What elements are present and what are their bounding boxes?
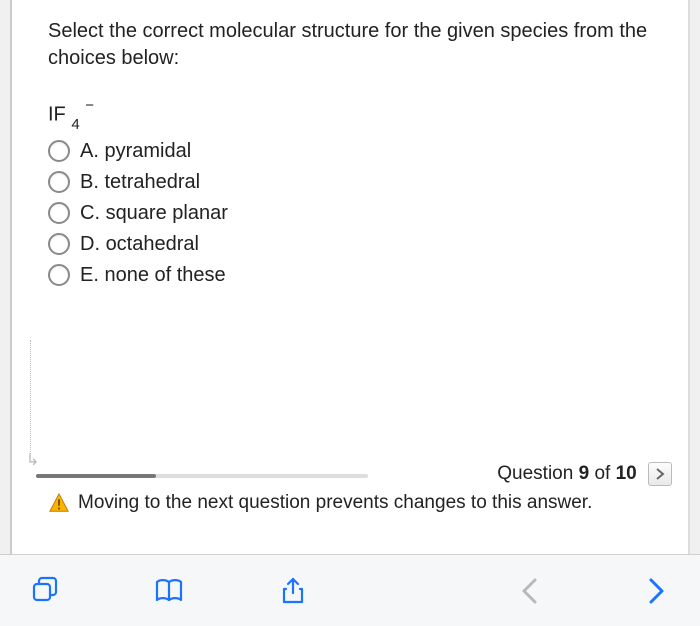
question-footer: Question 9 of 10 Moving to the next ques… <box>48 462 672 514</box>
option-label: B. tetrahedral <box>80 171 200 194</box>
margin-arrow-icon: ↳ <box>26 450 39 470</box>
option-label: D. octahedral <box>80 233 199 256</box>
scrollbar-thumb[interactable] <box>36 474 156 478</box>
counter-current: 9 <box>579 463 590 484</box>
counter-middle: of <box>589 463 615 484</box>
option-a[interactable]: A. pyramidal <box>48 140 664 163</box>
radio-icon[interactable] <box>48 140 70 162</box>
counter-prefix: Question <box>497 463 578 484</box>
share-icon[interactable] <box>276 574 310 608</box>
option-label: C. square planar <box>80 202 228 225</box>
radio-icon[interactable] <box>48 264 70 286</box>
back-icon[interactable] <box>514 574 548 608</box>
tabs-icon[interactable] <box>28 574 62 608</box>
counter-total: 10 <box>616 463 637 484</box>
option-text: tetrahedral <box>104 171 200 193</box>
option-c[interactable]: C. square planar <box>48 202 664 225</box>
warning-text: Moving to the next question prevents cha… <box>78 492 592 514</box>
option-text: octahedral <box>106 233 199 255</box>
horizontal-scrollbar[interactable] <box>36 474 368 478</box>
species-superscript: − <box>85 97 94 114</box>
option-d[interactable]: D. octahedral <box>48 233 664 256</box>
option-letter: C. <box>80 202 100 224</box>
radio-icon[interactable] <box>48 233 70 255</box>
question-panel: Select the correct molecular structure f… <box>10 0 690 554</box>
browser-toolbar <box>0 554 700 626</box>
species-subscript: 4 <box>71 116 79 133</box>
option-label: A. pyramidal <box>80 140 191 163</box>
warning-row: Moving to the next question prevents cha… <box>48 492 672 514</box>
margin-guide <box>30 340 31 454</box>
option-letter: E. <box>80 264 99 286</box>
species-base: IF <box>48 104 66 126</box>
warning-icon <box>48 492 70 514</box>
option-text: pyramidal <box>104 140 191 162</box>
chevron-right-icon <box>655 468 665 480</box>
option-letter: A. <box>80 140 99 162</box>
book-icon[interactable] <box>152 574 186 608</box>
radio-icon[interactable] <box>48 171 70 193</box>
option-letter: B. <box>80 171 99 193</box>
option-label: E. none of these <box>80 264 226 287</box>
species-formula: IF 4 − <box>48 100 664 130</box>
question-prompt: Select the correct molecular structure f… <box>48 18 664 72</box>
option-text: square planar <box>106 202 228 224</box>
forward-icon[interactable] <box>638 574 672 608</box>
radio-icon[interactable] <box>48 202 70 224</box>
option-e[interactable]: E. none of these <box>48 264 664 287</box>
option-b[interactable]: B. tetrahedral <box>48 171 664 194</box>
option-letter: D. <box>80 233 100 255</box>
options-list: A. pyramidal B. tetrahedral C. square pl… <box>48 140 664 287</box>
option-text: none of these <box>104 264 225 286</box>
next-question-button[interactable] <box>648 462 672 486</box>
